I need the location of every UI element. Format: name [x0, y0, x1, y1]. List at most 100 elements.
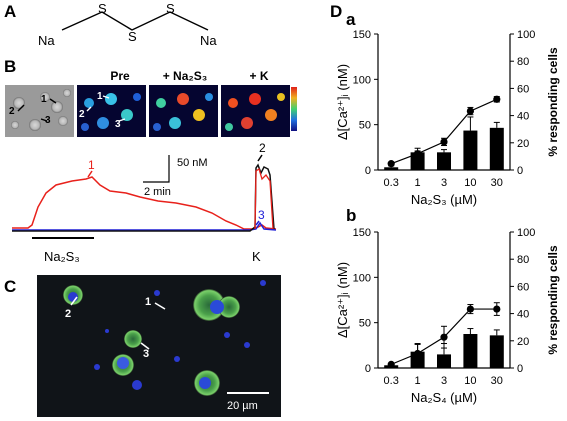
k-stimulus-label: K [252, 249, 261, 264]
y2-axis-title: % responding cells [546, 245, 560, 355]
right-tick-label: 60 [517, 83, 529, 95]
dic-cell-label-3: 3 [45, 115, 51, 126]
atom-s-2: S [128, 29, 137, 44]
bar [489, 127, 504, 170]
right-tick-label: 80 [517, 254, 529, 266]
trace-red-k-peak [254, 167, 274, 230]
data-point [493, 305, 501, 313]
fura2-k-image [221, 85, 290, 137]
data-point [466, 107, 474, 115]
left-tick-label: 150 [353, 227, 371, 239]
trace-2-arrow [257, 154, 263, 162]
right-tick-label: 60 [517, 281, 529, 293]
pre-label: Pre [110, 69, 130, 83]
left-tick-label: 100 [353, 272, 371, 284]
scale-bar-y-label: 50 nM [177, 157, 208, 169]
atom-s-1: S [98, 1, 107, 16]
immuno-cell-label-2: 2 [65, 308, 71, 320]
fura2-pre-image: 1 2 3 [77, 85, 146, 137]
scale-bar [143, 155, 170, 183]
fura2-na2s3-image [149, 85, 218, 137]
left-tick-label: 0 [365, 363, 371, 375]
left-tick-label: 0 [365, 165, 371, 177]
y-axis-title: Δ[Ca²⁺]ᵢ (nM) [335, 64, 350, 140]
data-point [414, 349, 422, 358]
trace-3-arrow [255, 220, 260, 226]
right-tick-label: 40 [517, 111, 529, 123]
sodium-polysulfide-structure: Na S S S Na [38, 1, 217, 48]
left-tick-label: 150 [353, 29, 371, 41]
data-point [466, 305, 474, 313]
data-point [440, 333, 448, 341]
x-tick-label: 10 [464, 375, 476, 387]
right-tick-label: 0 [517, 165, 523, 177]
k-label: + K [249, 69, 269, 83]
calcium-trace-plot: 1 2 3 50 nM 2 min Na₂S₃ K [12, 141, 277, 264]
right-tick-label: 20 [517, 336, 529, 348]
panel-label-db: b [346, 206, 357, 225]
pre-cell-label-3: 3 [115, 119, 121, 130]
left-tick-label: 50 [359, 120, 371, 132]
x-tick-label: 3 [441, 375, 447, 387]
x-tick-label: 1 [415, 375, 421, 387]
scale-bar-x-label: 2 min [144, 186, 171, 198]
right-tick-label: 80 [517, 56, 529, 68]
right-tick-label: 100 [517, 29, 535, 41]
bar [410, 152, 425, 170]
atom-na-left: Na [38, 33, 55, 48]
panel-label-c: C [4, 277, 17, 296]
data-point [440, 138, 448, 146]
left-tick-label: 50 [359, 318, 371, 330]
pre-cell-label-1: 1 [97, 91, 103, 102]
x-tick-label: 0.3 [384, 177, 399, 189]
right-tick-label: 20 [517, 138, 529, 150]
dic-image: 1 2 3 [5, 85, 74, 137]
bar [489, 335, 504, 368]
na2s3-label: + Na₂S₃ [162, 69, 208, 83]
trace-red [12, 176, 277, 230]
trace-label-1: 1 [88, 158, 95, 172]
dose-response-chart-a: 0 50 100 150 0 20 40 60 80 100 0.3 1 3 10 30 Na₂S₃ (µM)… [335, 29, 560, 207]
atom-s-3: S [166, 1, 175, 16]
x-axis-title: Na₂S₄ (µM) [411, 390, 477, 405]
bar [437, 354, 451, 368]
bar [437, 152, 451, 170]
panel-label-da: a [346, 10, 356, 29]
data-point [387, 160, 395, 168]
immunofluorescence-image: 2 1 3 20 µm [37, 275, 281, 417]
dic-cell-label-2: 2 [9, 106, 15, 117]
x-tick-label: 10 [464, 177, 476, 189]
data-point [414, 150, 422, 158]
immuno-cell-label-3: 3 [143, 348, 149, 360]
dose-response-chart-b: 0 50 100 150 0 20 40 60 80 100 0.3 1 3 10 30 Na₂S₄ (µM)… [335, 227, 560, 405]
trace-label-2: 2 [259, 141, 266, 155]
data-point [493, 95, 501, 103]
pre-cell-label-2: 2 [79, 109, 85, 120]
y2-axis-title: % responding cells [546, 47, 560, 157]
immuno-cell-label-1: 1 [145, 296, 151, 308]
molecule-bonds [61, 11, 209, 31]
x-tick-label: 0.3 [384, 375, 399, 387]
trace-label-3: 3 [258, 208, 265, 222]
panel-label-b: B [4, 57, 17, 76]
left-tick-label: 100 [353, 74, 371, 86]
stimulus-label: Na₂S₃ [44, 249, 80, 264]
immuno-scalebar-label: 20 µm [227, 400, 258, 412]
x-tick-label: 30 [491, 375, 503, 387]
bar [463, 130, 478, 170]
x-tick-label: 30 [491, 177, 503, 189]
data-point [387, 360, 395, 368]
x-tick-label: 3 [441, 177, 447, 189]
right-tick-label: 0 [517, 363, 523, 375]
panel-label-d: D [330, 2, 343, 21]
trace-blue [12, 221, 277, 231]
panel-label-a: A [4, 2, 17, 21]
atom-na-right: Na [200, 33, 217, 48]
dic-cell-label-1: 1 [41, 94, 47, 105]
right-tick-label: 40 [517, 309, 529, 321]
bar [463, 334, 478, 368]
x-tick-label: 1 [415, 177, 421, 189]
trace-1-arrow [87, 170, 93, 178]
right-tick-label: 100 [517, 227, 535, 239]
bar [384, 167, 399, 170]
